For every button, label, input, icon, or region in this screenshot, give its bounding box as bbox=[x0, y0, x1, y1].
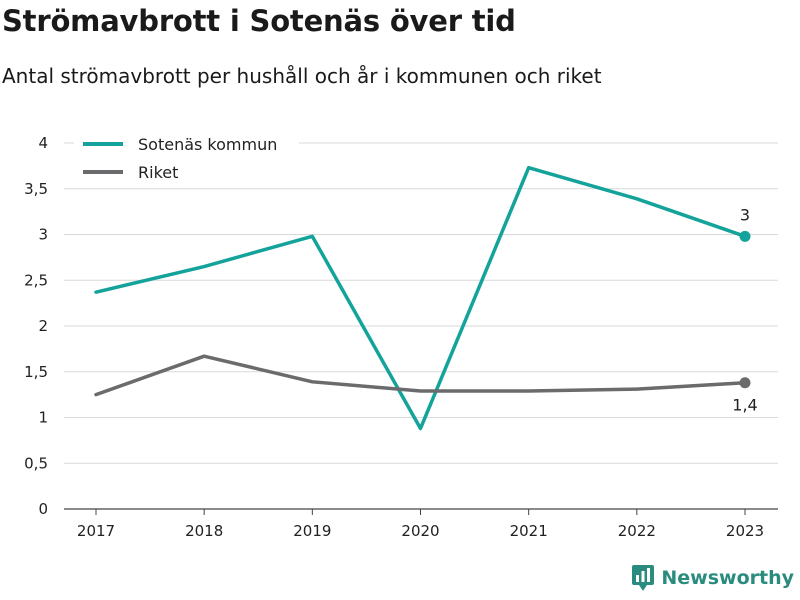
series-end-marker bbox=[739, 377, 751, 389]
y-tick-label: 1 bbox=[38, 409, 48, 427]
x-tick-label: 2023 bbox=[726, 522, 764, 540]
series-line-sotenas bbox=[94, 165, 747, 431]
y-tick-label: 4 bbox=[38, 134, 48, 152]
x-tick-label: 2019 bbox=[293, 522, 331, 540]
legend-label: Sotenäs kommun bbox=[138, 135, 277, 154]
chart-title: Strömavbrott i Sotenäs över tid bbox=[2, 4, 516, 38]
data-label: 3 bbox=[740, 205, 750, 224]
y-tick-label: 3,5 bbox=[24, 180, 48, 198]
legend-label: Riket bbox=[138, 163, 178, 182]
y-tick-label: 2,5 bbox=[24, 271, 48, 289]
data-label: 1,4 bbox=[732, 396, 757, 415]
series-line-riket bbox=[94, 354, 747, 397]
legend-background bbox=[74, 128, 299, 188]
y-tick-label: 0 bbox=[38, 500, 48, 518]
x-tick-label: 2021 bbox=[510, 522, 548, 540]
chart-subtitle: Antal strömavbrott per hushåll och år i … bbox=[2, 64, 602, 88]
series-end-marker bbox=[739, 230, 751, 242]
x-tick-label: 2022 bbox=[618, 522, 656, 540]
x-tick-label: 2018 bbox=[185, 522, 223, 540]
y-tick-label: 3 bbox=[38, 226, 48, 244]
y-tick-label: 1,5 bbox=[24, 363, 48, 381]
newsworthy-logo: Newsworthy bbox=[631, 564, 794, 592]
y-tick-label: 0,5 bbox=[24, 454, 48, 472]
newsworthy-logo-icon bbox=[632, 565, 655, 591]
brand-name: Newsworthy bbox=[661, 567, 794, 589]
x-tick-label: 2020 bbox=[401, 522, 439, 540]
y-tick-label: 2 bbox=[38, 317, 48, 335]
x-tick-label: 2017 bbox=[77, 522, 115, 540]
